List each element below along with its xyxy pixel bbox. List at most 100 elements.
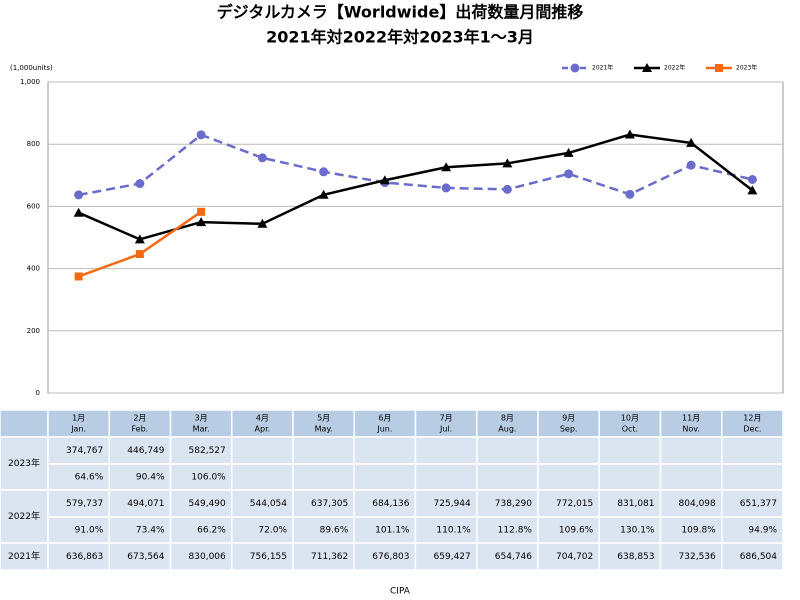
data-point — [73, 207, 84, 217]
table-cell-value: 64.6% — [75, 473, 104, 483]
table-cell — [47, 516, 110, 544]
table-cell-value: 73.4% — [136, 526, 165, 536]
table-cell-value: 89.6% — [320, 526, 349, 536]
table-cell — [476, 489, 539, 518]
table-cell-value: 109.6% — [559, 526, 594, 536]
table-cell — [414, 436, 478, 465]
table-header-cell — [0, 409, 49, 438]
table-cell-value: 686,504 — [740, 552, 777, 562]
table-cell-value: 636,863 — [66, 552, 103, 562]
table-cell — [108, 489, 172, 518]
data-point — [502, 158, 513, 168]
table-cell-value: 673,564 — [127, 552, 164, 562]
chart-subtitle: 2021年対2022年対2023年1～3月 — [266, 28, 534, 47]
table-row-header — [0, 542, 49, 571]
table-cell-value: 446,749 — [127, 446, 164, 456]
table-row-label: 2023年 — [8, 457, 40, 469]
table-cell-value: 738,290 — [495, 499, 532, 509]
table-cell-value: 94.9% — [748, 526, 777, 536]
table-cell — [414, 463, 478, 491]
table-cell — [659, 516, 723, 544]
table-cell-value: 494,071 — [127, 499, 164, 509]
table-cell — [721, 542, 784, 571]
table-cell — [292, 542, 355, 571]
table-header-label: Nov. — [682, 425, 700, 434]
data-point — [134, 234, 145, 244]
table-header-label: 11月 — [682, 414, 700, 423]
table-cell-value: 732,536 — [679, 552, 716, 562]
table-cell — [598, 489, 662, 518]
table-cell-value: 112.8% — [498, 526, 533, 536]
series-line — [78, 133, 753, 197]
table-cell-value: 654,746 — [495, 552, 532, 562]
data-point — [318, 189, 329, 199]
table-cell — [292, 436, 355, 465]
table-cell — [47, 489, 110, 518]
table-header-label: Aug. — [498, 425, 516, 434]
table-cell-value: 651,377 — [740, 499, 777, 509]
data-point — [502, 184, 512, 194]
table-cell-value: 725,944 — [434, 499, 471, 509]
table-header-label: 7月 — [440, 414, 453, 423]
table-cell-value: 72.0% — [258, 526, 287, 536]
table-header-label: 8月 — [501, 414, 514, 423]
table-cell-value: 544,054 — [250, 499, 287, 509]
table-header-label: 2月 — [133, 414, 146, 423]
source: CIPA — [390, 587, 411, 597]
table-cell-value: 582,527 — [189, 446, 226, 456]
table-header-cell — [721, 409, 784, 438]
table-header-cell — [537, 409, 600, 438]
table-cell — [598, 516, 662, 544]
table-cell-value: 711,362 — [311, 552, 348, 562]
table-header-label: 10月 — [621, 414, 639, 423]
data-point — [74, 272, 83, 281]
table-row-label: 2022年 — [8, 510, 40, 522]
table-header-label: Dec. — [743, 425, 761, 434]
table-header-label: 4月 — [256, 414, 269, 423]
table-header-label: 5月 — [317, 414, 330, 423]
data-point — [563, 147, 574, 157]
table-cell — [414, 489, 478, 518]
y-tick-label: 600 — [27, 202, 40, 210]
table-cell-value: 110.1% — [436, 526, 471, 536]
legend-label: 2021年 — [592, 64, 613, 72]
table-cell — [353, 463, 417, 491]
table-header-label: Feb. — [132, 425, 149, 434]
table-cell — [537, 463, 600, 491]
data-point — [747, 174, 757, 184]
y-tick-label: 1,000 — [20, 78, 40, 86]
table-cell-value: 684,136 — [372, 499, 409, 509]
table-cell-value: 106.0% — [191, 473, 226, 483]
table-cell — [476, 542, 539, 571]
table-cell — [231, 436, 294, 465]
table-cell — [659, 436, 723, 465]
plot-area — [47, 81, 784, 394]
y-tick-label: 400 — [27, 265, 40, 273]
data-point — [441, 183, 451, 193]
table-header-label: Sep. — [560, 425, 578, 434]
data-point — [686, 160, 696, 170]
table-cell — [47, 542, 110, 571]
table-cell-value: 579,737 — [66, 499, 103, 509]
table-cell — [231, 463, 294, 491]
data-point — [441, 162, 452, 172]
table-cell — [721, 516, 784, 544]
table-header-label: Jan. — [70, 425, 86, 434]
table-cell-value: 638,853 — [617, 552, 654, 562]
table-cell-value: 101.1% — [375, 526, 410, 536]
table-header-cell — [169, 409, 233, 438]
table-cell — [537, 542, 600, 571]
table-header-label: 12月 — [743, 414, 761, 423]
legend-marker — [570, 63, 580, 73]
table-header-label: 3月 — [195, 414, 208, 423]
data-point — [257, 153, 267, 163]
table-cell-value: 374,767 — [66, 446, 103, 456]
table-cell — [353, 436, 417, 465]
table-cell — [476, 463, 539, 491]
data-point — [319, 167, 329, 177]
y-tick-label: 800 — [27, 140, 40, 148]
legend-marker — [715, 64, 723, 72]
table-cell — [537, 516, 600, 544]
chart-title: デジタルカメラ【Worldwide】出荷数量月間推移 — [217, 3, 584, 22]
table-header-label: 9月 — [562, 414, 575, 423]
